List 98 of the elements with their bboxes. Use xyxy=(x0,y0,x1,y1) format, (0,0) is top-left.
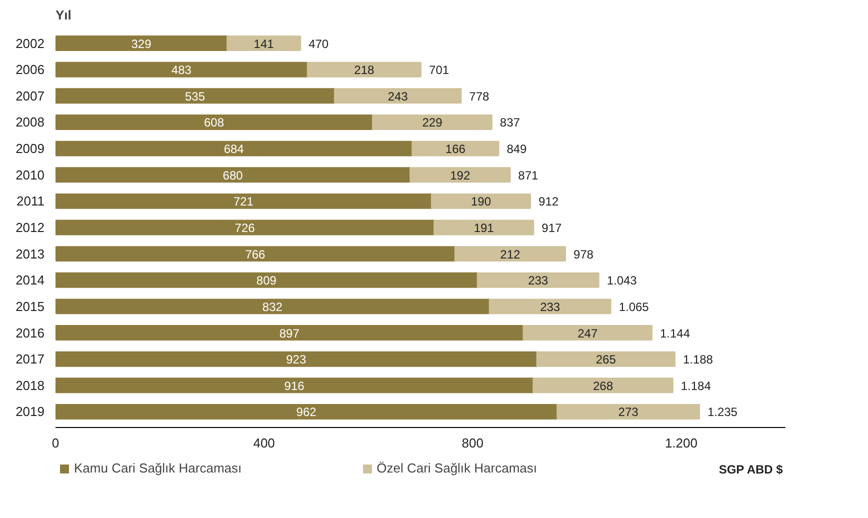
y-tick-label: 2010 xyxy=(16,167,44,182)
y-tick-label: 2008 xyxy=(16,114,44,130)
y-tick-label: 2018 xyxy=(16,378,44,393)
bar xyxy=(56,88,335,104)
y-tick-label: 2012 xyxy=(16,220,44,235)
total-label: 871 xyxy=(518,168,539,182)
total-label: 701 xyxy=(429,63,450,78)
data-label: 832 xyxy=(262,300,283,314)
data-label: 809 xyxy=(256,274,277,288)
data-label: 923 xyxy=(286,352,306,367)
data-label: 218 xyxy=(354,63,375,78)
data-label: 243 xyxy=(388,89,408,104)
y-tick-label: 2013 xyxy=(16,246,44,262)
data-label: 268 xyxy=(592,378,614,393)
x-tick-label: 800 xyxy=(462,436,484,450)
x-tick-label: 0 xyxy=(52,436,60,450)
bar xyxy=(532,378,674,394)
data-label: 166 xyxy=(445,142,466,156)
data-label: 192 xyxy=(450,168,470,182)
data-label: 141 xyxy=(254,36,274,51)
legend-label: Kamu Cari Sağlık Harcaması xyxy=(74,460,242,476)
bar xyxy=(522,325,653,340)
bar xyxy=(56,36,228,52)
y-tick-label: 2017 xyxy=(16,352,44,367)
data-label: 962 xyxy=(296,405,317,420)
total-label: 778 xyxy=(469,89,490,104)
data-label: 247 xyxy=(578,326,598,340)
total-label: 1.184 xyxy=(680,378,712,393)
bar xyxy=(306,62,422,78)
bar xyxy=(56,378,534,394)
y-tick-label: 2009 xyxy=(16,141,44,156)
x-axis-title: SGP ABD $ xyxy=(718,462,784,476)
data-label: 229 xyxy=(422,116,443,130)
x-tick-label: 400 xyxy=(253,436,275,450)
data-label: 726 xyxy=(234,221,256,235)
y-tick-label: 2016 xyxy=(16,325,44,340)
bar xyxy=(556,404,700,420)
data-label: 766 xyxy=(245,247,266,262)
bar xyxy=(56,220,435,236)
y-tick-label: 2011 xyxy=(16,194,45,209)
data-label: 265 xyxy=(596,352,616,367)
y-tick-label: 2019 xyxy=(16,404,44,420)
data-label: 233 xyxy=(540,300,560,314)
total-label: 849 xyxy=(506,142,528,156)
data-label: 212 xyxy=(500,247,521,262)
bar xyxy=(488,298,612,314)
data-label: 233 xyxy=(528,274,548,288)
bar xyxy=(430,193,532,209)
y-tick-label: 2007 xyxy=(16,88,44,104)
bar xyxy=(334,88,462,104)
bar xyxy=(56,325,524,340)
total-label: 1.065 xyxy=(618,300,650,314)
y-tick-label: 2002 xyxy=(16,36,44,51)
data-label: 535 xyxy=(184,89,206,104)
bar xyxy=(56,298,490,314)
total-label: 1.043 xyxy=(606,274,638,288)
bar xyxy=(410,167,511,183)
total-label: 1.235 xyxy=(707,405,738,420)
total-label: 1.188 xyxy=(682,352,714,367)
bar xyxy=(536,351,676,367)
data-label: 684 xyxy=(224,142,244,156)
data-label: 191 xyxy=(474,221,494,235)
y-tick-label: 2006 xyxy=(16,62,44,78)
data-label: 273 xyxy=(618,405,639,420)
y-tick-label: 2015 xyxy=(16,298,44,314)
total-label: 912 xyxy=(538,194,559,209)
bar xyxy=(434,220,534,236)
total-label: 470 xyxy=(308,36,329,51)
total-label: 837 xyxy=(500,116,520,130)
bar xyxy=(56,140,413,156)
x-tick-label: 1.200 xyxy=(664,436,698,450)
data-label: 483 xyxy=(171,63,192,78)
bar xyxy=(56,246,456,262)
bar xyxy=(226,36,302,52)
bar xyxy=(56,272,478,288)
total-label: 917 xyxy=(542,221,562,235)
total-label: 1.144 xyxy=(660,326,690,340)
y-tick-label: 2014 xyxy=(16,272,44,288)
data-label: 190 xyxy=(470,194,492,209)
bar xyxy=(454,246,566,262)
bar xyxy=(56,62,308,78)
bar xyxy=(56,193,432,209)
data-label: 608 xyxy=(204,116,224,130)
bar xyxy=(56,404,558,420)
data-label: 721 xyxy=(233,194,254,209)
data-label: 680 xyxy=(222,168,244,182)
data-label: 329 xyxy=(131,36,152,51)
legend-label: Özel Cari Sağlık Harcaması xyxy=(376,460,538,476)
bar xyxy=(372,114,492,130)
bar xyxy=(56,351,538,367)
bar xyxy=(412,140,500,156)
y-axis-title: Yıl xyxy=(56,8,72,22)
bar xyxy=(56,114,374,130)
bar xyxy=(56,167,411,183)
data-label: 916 xyxy=(284,378,305,393)
total-label: 978 xyxy=(573,247,594,262)
bar xyxy=(476,272,600,288)
data-label: 897 xyxy=(279,326,300,340)
